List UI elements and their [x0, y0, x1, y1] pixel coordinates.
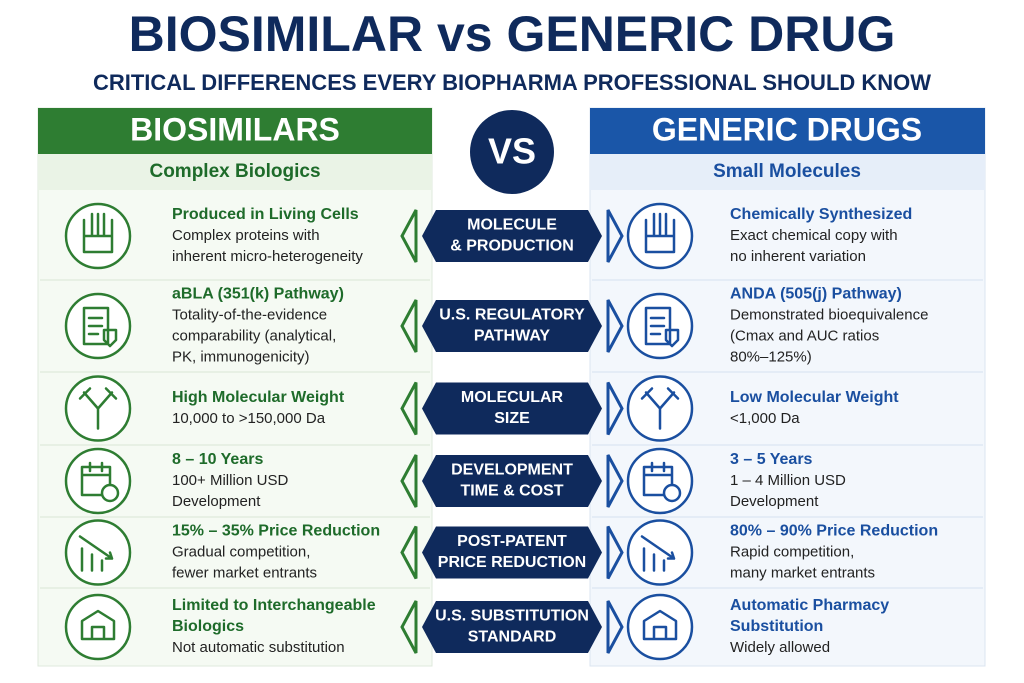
right-heading: GENERIC DRUGS: [652, 111, 922, 147]
label-chevron: [606, 600, 624, 654]
row-label: POST-PATENT: [457, 533, 567, 550]
item-title: Produced in Living Cells: [172, 206, 359, 223]
item-desc: Not automatic substitution: [172, 639, 345, 656]
right-header: [590, 108, 985, 154]
vs-text: VS: [488, 131, 536, 172]
item-desc: <1,000 Da: [730, 410, 800, 427]
icon-glyph: [82, 212, 114, 254]
row-label: STANDARD: [468, 629, 557, 646]
item-desc: 80%–125%): [730, 348, 812, 365]
item-title: High Molecular Weight: [172, 389, 345, 406]
icon-glyph: [642, 609, 678, 641]
left-header: [38, 108, 432, 154]
row-label-box: [422, 210, 602, 262]
item-desc: Rapid competition,: [730, 543, 854, 560]
row-label: MOLECULAR: [461, 389, 564, 406]
left-subheader: [38, 154, 432, 190]
item-desc: Gradual competition,: [172, 543, 310, 560]
icon-ring: [626, 447, 694, 515]
item-desc: many market entrants: [730, 564, 875, 581]
subtitle: CRITICAL DIFFERENCES EVERY BIOPHARMA PRO…: [93, 70, 931, 95]
item-title: Limited to Interchangeable: [172, 597, 376, 614]
icon-glyph: [82, 306, 118, 348]
item-desc: no inherent variation: [730, 248, 866, 265]
item-title: Biologics: [172, 618, 244, 635]
icon-glyph: [78, 387, 118, 430]
item-desc: Exact chemical copy with: [730, 227, 898, 244]
item-desc: PK, immunogenicity): [172, 348, 310, 365]
item-title: Automatic Pharmacy: [730, 597, 889, 614]
item-desc: 1 – 4 Million USD: [730, 472, 846, 489]
label-chevron: [400, 600, 418, 654]
row-label: PATHWAY: [474, 328, 550, 345]
row-label: U.S. REGULATORY: [439, 307, 585, 324]
label-chevron: [606, 299, 624, 353]
left-heading: BIOSIMILARS: [130, 111, 340, 147]
row-label-box: [422, 382, 602, 435]
item-title: Substitution: [730, 618, 823, 635]
icon-glyph: [78, 535, 114, 572]
item-desc: Widely allowed: [730, 639, 830, 656]
label-chevron: [400, 454, 418, 508]
item-desc: comparability (analytical,: [172, 327, 336, 344]
item-title: Low Molecular Weight: [730, 389, 899, 406]
item-title: 80% – 90% Price Reduction: [730, 523, 938, 540]
item-desc: Development: [172, 493, 261, 510]
label-chevron: [400, 209, 418, 263]
icon-glyph: [644, 212, 676, 254]
item-desc: Demonstrated bioequivalence: [730, 306, 928, 323]
vs-badge: [470, 110, 554, 194]
title: BIOSIMILAR vs GENERIC DRUG: [129, 6, 896, 62]
icon-glyph: [640, 535, 676, 572]
item-desc: (Cmax and AUC ratios: [730, 327, 879, 344]
item-desc: fewer market entrants: [172, 564, 317, 581]
icon-ring: [64, 519, 132, 586]
label-chevron: [606, 381, 624, 436]
label-chevron: [400, 525, 418, 580]
icon-glyph: [644, 306, 680, 348]
row-label-box: [422, 455, 602, 507]
item-desc: inherent micro-heterogeneity: [172, 248, 363, 265]
item-title: aBLA (351(k) Pathway): [172, 286, 344, 303]
row-label: TIME & COST: [460, 483, 563, 500]
row-label: SIZE: [494, 410, 530, 427]
icon-glyph: [100, 483, 120, 503]
item-desc: Complex proteins with: [172, 227, 320, 244]
icon-ring: [626, 519, 694, 586]
item-title: 8 – 10 Years: [172, 451, 263, 468]
icon-glyph: [80, 609, 116, 641]
rows: Produced in Living Cells Complex proteins…: [40, 202, 983, 661]
label-chevron: [400, 381, 418, 436]
item-title: 15% – 35% Price Reduction: [172, 523, 380, 540]
icon-glyph: [640, 387, 680, 430]
left-subheading: Complex Biologics: [149, 161, 320, 182]
row-label: PRICE REDUCTION: [438, 554, 586, 571]
item-desc: Development: [730, 493, 819, 510]
item-desc: Totality-of-the-evidence: [172, 306, 327, 323]
item-desc: 10,000 to >150,000 Da: [172, 410, 326, 427]
row-label: MOLECULE: [467, 217, 557, 234]
label-chevron: [400, 299, 418, 353]
icon-glyph: [662, 483, 682, 503]
item-desc: 100+ Million USD: [172, 472, 288, 489]
item-title: Chemically Synthesized: [730, 206, 912, 223]
label-chevron: [606, 525, 624, 580]
right-subheading: Small Molecules: [713, 161, 861, 182]
icon-ring: [64, 447, 132, 515]
right-subheader: [590, 154, 985, 190]
item-title: ANDA (505(j) Pathway): [730, 286, 902, 303]
row-label: & PRODUCTION: [450, 238, 574, 255]
row-label: U.S. SUBSTITUTION: [435, 608, 589, 625]
label-chevron: [606, 454, 624, 508]
label-chevron: [606, 209, 624, 263]
row-label-box: [422, 601, 602, 653]
row-label: DEVELOPMENT: [451, 462, 573, 479]
row-label-box: [422, 526, 602, 579]
row-label-box: [422, 300, 602, 352]
item-title: 3 – 5 Years: [730, 451, 813, 468]
